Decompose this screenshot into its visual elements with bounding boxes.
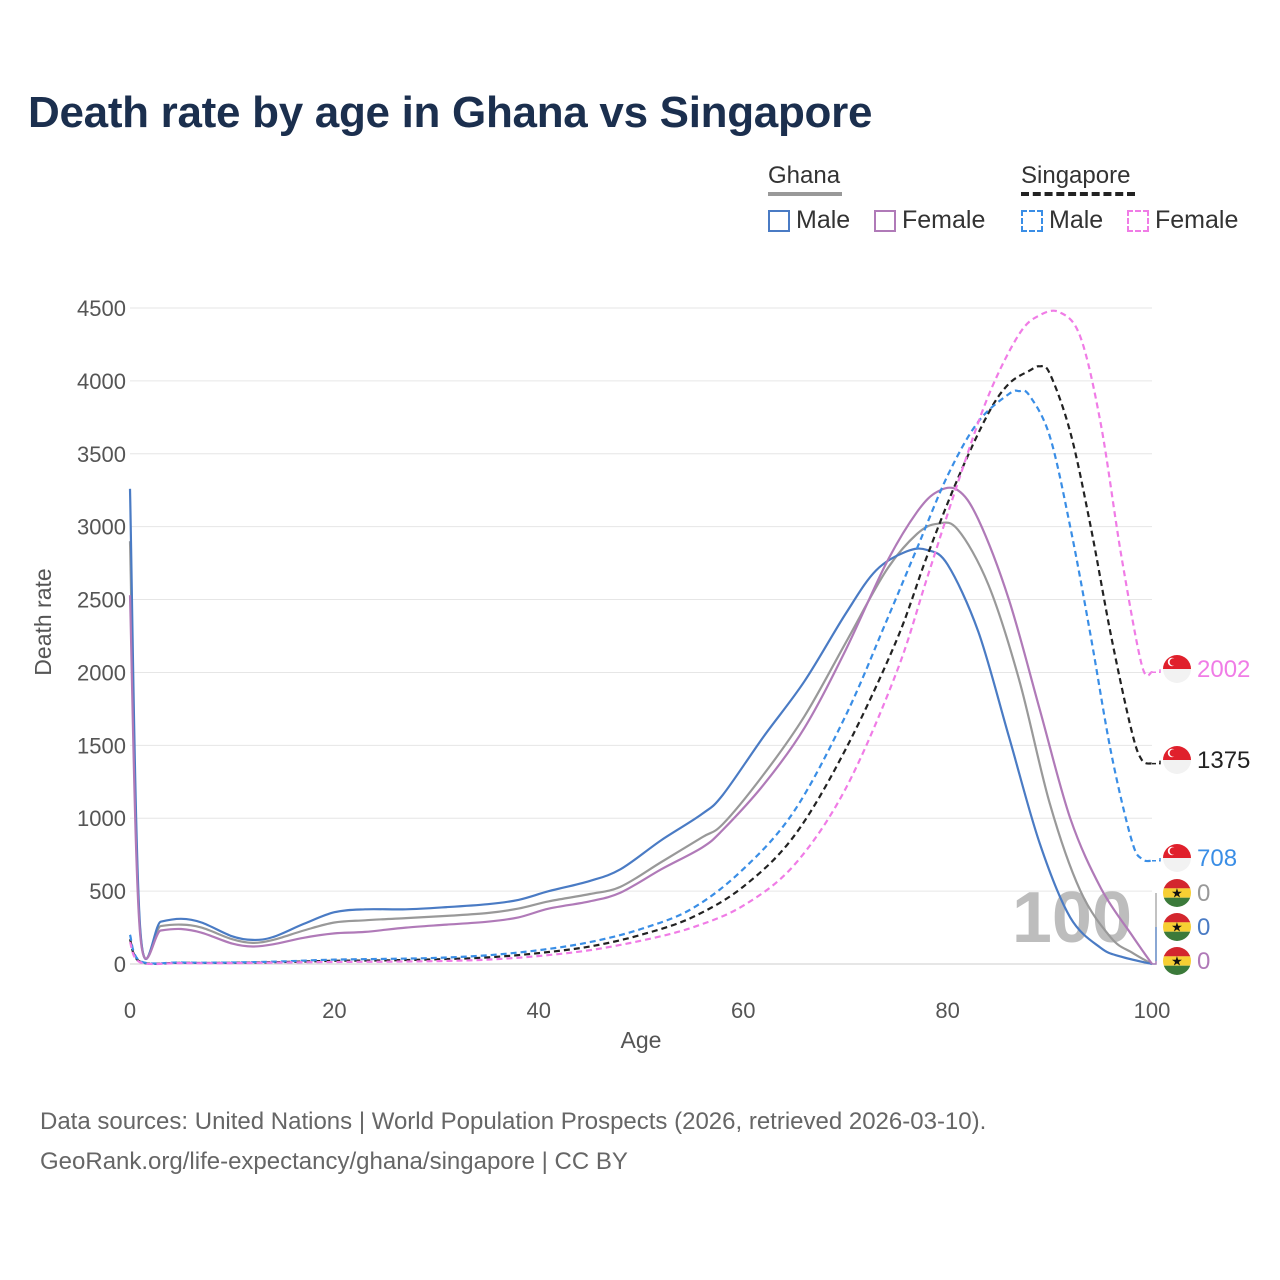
- y-axis-title: Death rate: [30, 568, 56, 675]
- legend-swatch-singapore-male: [1021, 209, 1043, 232]
- x-tick-label: 20: [322, 998, 346, 1023]
- grid: [130, 307, 1152, 965]
- legend-swatch-ghana-male: [768, 209, 790, 232]
- y-tick-label: 500: [89, 879, 126, 904]
- singapore-flag-icon: [1163, 844, 1191, 872]
- legend-label-ghana-male: Male: [796, 206, 851, 234]
- end-value-label: 1375: [1197, 747, 1250, 774]
- end-value-label: 0: [1197, 880, 1210, 907]
- legend-label-ghana-female: Female: [902, 206, 986, 234]
- end-connector: [1152, 927, 1157, 965]
- svg-text:★: ★: [1171, 921, 1183, 936]
- series-lines: [128, 309, 1154, 966]
- ghana-female-line[interactable]: [128, 486, 1153, 965]
- y-tick-label: 2500: [77, 588, 126, 613]
- y-tick-label: 1500: [77, 733, 126, 758]
- y-axis-ticks: 0 500 1000 1500 2000 2500 3000 3500 4000 4500: [77, 296, 126, 977]
- legend-group-singapore-title: Singapore: [1021, 162, 1131, 189]
- x-axis-ticks: 0 20 40 60 80 100: [124, 998, 1170, 1023]
- legend-item-ghana-male[interactable]: Male: [768, 206, 850, 235]
- legend-group-ghana-line: [768, 192, 842, 196]
- y-tick-label: 0: [114, 952, 126, 977]
- ghana-flag-icon: ★: [1163, 913, 1191, 941]
- legend-group-singapore-line: [1021, 192, 1135, 196]
- ghana-flag-icon: ★: [1163, 879, 1191, 907]
- x-tick-label: 80: [935, 998, 959, 1023]
- legend-label-singapore-male: Male: [1049, 206, 1104, 234]
- end-value-label: 0: [1197, 914, 1210, 941]
- x-tick-label: 0: [124, 998, 136, 1023]
- legend-item-ghana-female[interactable]: Female: [874, 206, 985, 235]
- y-tick-label: 3000: [77, 515, 126, 540]
- y-tick-label: 4000: [77, 369, 126, 394]
- legend-label-singapore-female: Female: [1155, 206, 1239, 234]
- end-connector: [1152, 961, 1157, 965]
- legend-item-singapore-female[interactable]: Female: [1127, 206, 1238, 235]
- legend-group-ghana-title: Ghana: [768, 162, 841, 189]
- singapore-flag-icon: [1163, 746, 1191, 774]
- singapore-female-line[interactable]: [128, 309, 1154, 966]
- x-tick-label: 40: [527, 998, 551, 1023]
- end-markers: ★ 0 ★ 0 ★ 0 1375 708 2002: [1152, 655, 1250, 975]
- end-connector: [1152, 858, 1161, 862]
- singapore-flag-icon: [1163, 655, 1191, 683]
- svg-text:★: ★: [1171, 887, 1183, 902]
- source-line-1: Data sources: United Nations | World Pop…: [40, 1108, 987, 1135]
- ghana-flag-icon: ★: [1163, 947, 1191, 975]
- y-tick-label: 2000: [77, 660, 126, 685]
- chart-title: Death rate by age in Ghana vs Singapore: [28, 88, 873, 137]
- ghana-total-line[interactable]: [128, 521, 1153, 965]
- y-tick-label: 1000: [77, 806, 126, 831]
- end-value-label: 708: [1197, 845, 1237, 872]
- ghana-male-line[interactable]: [128, 488, 1153, 966]
- x-tick-label: 100: [1134, 998, 1171, 1023]
- x-tick-label: 60: [731, 998, 755, 1023]
- legend-swatch-ghana-female: [874, 209, 896, 232]
- year-watermark: 100: [1012, 878, 1132, 958]
- end-value-label: 0: [1197, 948, 1210, 975]
- x-axis-title: Age: [621, 1027, 662, 1053]
- y-tick-label: 3500: [77, 442, 126, 467]
- legend-swatch-singapore-female: [1127, 209, 1149, 232]
- y-tick-label: 4500: [77, 296, 126, 321]
- end-connector: [1152, 669, 1161, 673]
- singapore-male-line[interactable]: [128, 389, 1153, 965]
- end-value-label: 2002: [1197, 656, 1250, 683]
- source-line-2[interactable]: GeoRank.org/life-expectancy/ghana/singap…: [40, 1148, 628, 1175]
- end-connector: [1152, 760, 1161, 765]
- svg-text:★: ★: [1171, 955, 1183, 970]
- legend: Ghana Male Female Singapore Male Female: [768, 162, 1248, 252]
- legend-item-singapore-male[interactable]: Male: [1021, 206, 1103, 235]
- singapore-total-line[interactable]: [128, 364, 1153, 965]
